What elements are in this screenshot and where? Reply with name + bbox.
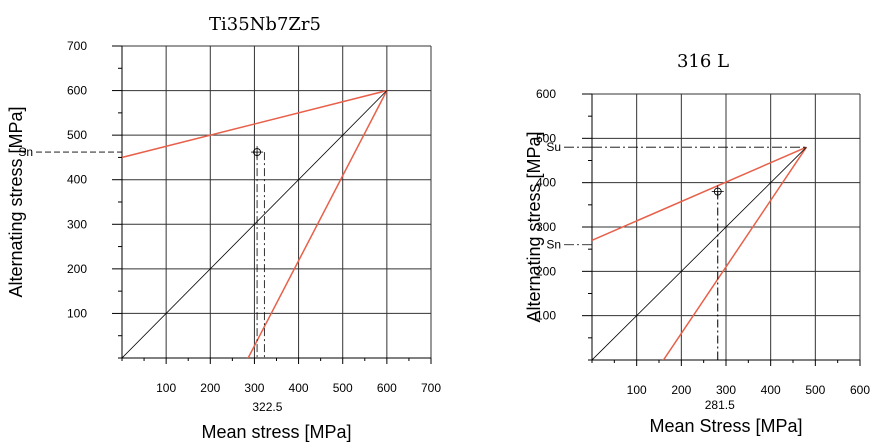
x-tick-label: 700 (421, 381, 441, 395)
x-subvalue-label: 281.5 (705, 398, 735, 412)
y-tick-label: 700 (67, 39, 87, 53)
y-tick-label: 400 (536, 176, 556, 190)
annotation-sn-label: Sn (18, 145, 33, 159)
x-tick-label: 600 (850, 383, 870, 397)
series-line-3 (122, 90, 388, 358)
x-tick-label: 400 (289, 381, 309, 395)
x-tick-label: 300 (244, 381, 264, 395)
x-subvalue-label: 322.5 (252, 400, 282, 414)
y-tick-label: 300 (67, 217, 87, 231)
annotation-su-label: Su (546, 140, 561, 154)
y-tick-label: 200 (67, 262, 87, 276)
series-line-1 (122, 89, 388, 159)
y-tick-label: 100 (67, 306, 87, 320)
series-line-1 (592, 146, 807, 241)
x-axis-label: Mean Stress [MPa] (649, 416, 802, 436)
y-tick-label: 600 (536, 87, 556, 101)
series-line-2 (247, 90, 388, 358)
x-tick-label: 400 (761, 383, 781, 397)
chart-title: 316 L (677, 51, 729, 72)
y-tick-label: 400 (67, 173, 87, 187)
x-tick-label: 500 (333, 381, 353, 395)
chart-panel-2: 100 200 300 400 500 600 100 200 300 400 500 600 Su Sn… (524, 51, 870, 436)
y-axis-label: Alternating stress [MPa] (6, 106, 26, 297)
y-tick-label: 500 (536, 131, 556, 145)
y-tick-label: 300 (536, 220, 556, 234)
x-tick-label: 600 (377, 381, 397, 395)
series-line-2 (662, 146, 808, 360)
x-tick-label: 200 (200, 381, 220, 395)
series-line-3 (592, 146, 807, 360)
x-tick-label: 200 (671, 383, 691, 397)
series-group (592, 146, 808, 360)
x-tick-label: 100 (627, 383, 647, 397)
annotation-sn-label: Sn (546, 238, 561, 252)
chart-title: Ti35Nb7Zr5 (209, 14, 321, 35)
series-group (122, 89, 388, 358)
y-tick-label: 500 (67, 128, 87, 142)
x-axis-label: Mean stress [MPa] (201, 422, 351, 442)
chart-panel-1: 100 200 300 400 500 600 700 100 200 300 400 500 600 7… (6, 14, 441, 442)
y-tick-label: 100 (536, 309, 556, 323)
y-axis-label: Alternating stress [MPa] (524, 131, 544, 322)
y-tick-label: 600 (67, 84, 87, 98)
x-tick-label: 100 (156, 381, 176, 395)
y-tick-label: 200 (536, 264, 556, 278)
x-tick-label: 300 (716, 383, 736, 397)
x-tick-label: 500 (805, 383, 825, 397)
